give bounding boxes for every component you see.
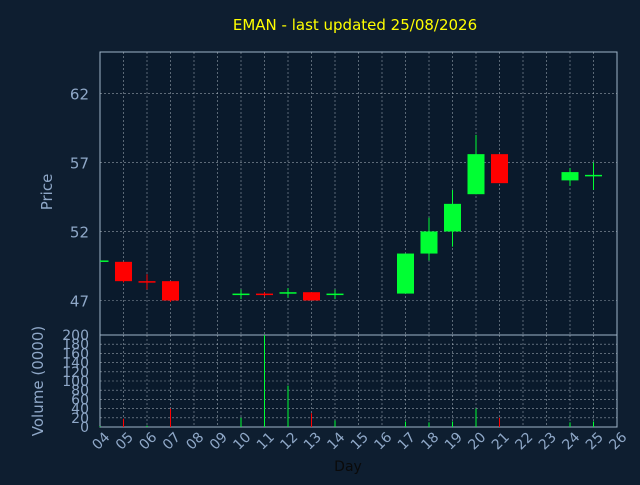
x-tick-label-07: 07 (160, 429, 184, 453)
price-axis-label: Price (38, 174, 56, 211)
price-tick-62: 62 (70, 85, 89, 103)
candle-body-24 (561, 172, 579, 181)
volume-bars (99, 335, 594, 427)
candle-body-14 (326, 293, 344, 296)
volume-tick-20: 20 (71, 411, 89, 427)
x-tick-label-14: 14 (324, 429, 348, 453)
x-tick-label-09: 09 (207, 429, 231, 453)
volume-tick-80: 80 (71, 383, 89, 399)
volume-tick-160: 160 (62, 346, 89, 362)
volume-tick-100: 100 (62, 374, 89, 390)
candle-body-06 (138, 281, 156, 283)
candle-body-18 (420, 231, 438, 254)
x-tick-label-18: 18 (418, 429, 442, 453)
price-tick-52: 52 (70, 223, 89, 241)
x-tick-label-04: 04 (89, 429, 113, 453)
volume-tick-0: 0 (80, 420, 89, 436)
chart-title: EMAN - last updated 25/08/2026 (233, 16, 477, 34)
candle-body-19 (444, 203, 461, 232)
volume-tick-140: 140 (62, 356, 89, 372)
candle-body-21 (491, 154, 508, 184)
volume-axis-label: Volume (0000) (29, 326, 47, 436)
candle-body-05 (115, 261, 132, 282)
x-tick-label-22: 22 (512, 429, 536, 453)
x-tick-label-23: 23 (536, 429, 560, 453)
x-tick-label-17: 17 (395, 429, 419, 453)
candle-body-07 (162, 281, 179, 301)
volume-tick-200: 200 (62, 328, 89, 344)
x-axis-label: Day (334, 459, 362, 475)
x-tick-label-25: 25 (583, 429, 607, 453)
x-tick-label-19: 19 (442, 429, 466, 453)
candle-body-13 (303, 292, 320, 301)
x-tick-label-24: 24 (559, 429, 583, 453)
volume-tick-180: 180 (62, 337, 89, 353)
candle-body-25 (585, 174, 602, 177)
candle-body-04 (100, 260, 109, 262)
x-tick-label-06: 06 (136, 429, 160, 453)
x-tick-label-11: 11 (254, 429, 278, 453)
candle-body-20 (467, 154, 485, 195)
x-tick-label-15: 15 (348, 429, 372, 453)
x-tick-label-05: 05 (113, 429, 137, 453)
x-tick-label-12: 12 (277, 429, 301, 453)
x-tick-label-16: 16 (371, 429, 395, 453)
candle-body-12 (279, 292, 297, 294)
volume-tick-40: 40 (71, 402, 89, 418)
x-tick-label-21: 21 (489, 429, 513, 453)
price-tick-57: 57 (70, 154, 89, 172)
price-candles (100, 134, 602, 302)
volume-tick-120: 120 (62, 365, 89, 381)
x-tick-label-10: 10 (230, 429, 254, 453)
candle-body-17 (397, 253, 414, 294)
volume-tick-60: 60 (71, 392, 89, 408)
price-tick-47: 47 (70, 292, 89, 310)
x-tick-label-08: 08 (183, 429, 207, 453)
x-tick-label-26: 26 (606, 429, 630, 453)
candle-body-10 (232, 293, 250, 296)
x-tick-label-13: 13 (301, 429, 325, 453)
candle-body-11 (256, 293, 273, 296)
x-tick-label-20: 20 (465, 429, 489, 453)
